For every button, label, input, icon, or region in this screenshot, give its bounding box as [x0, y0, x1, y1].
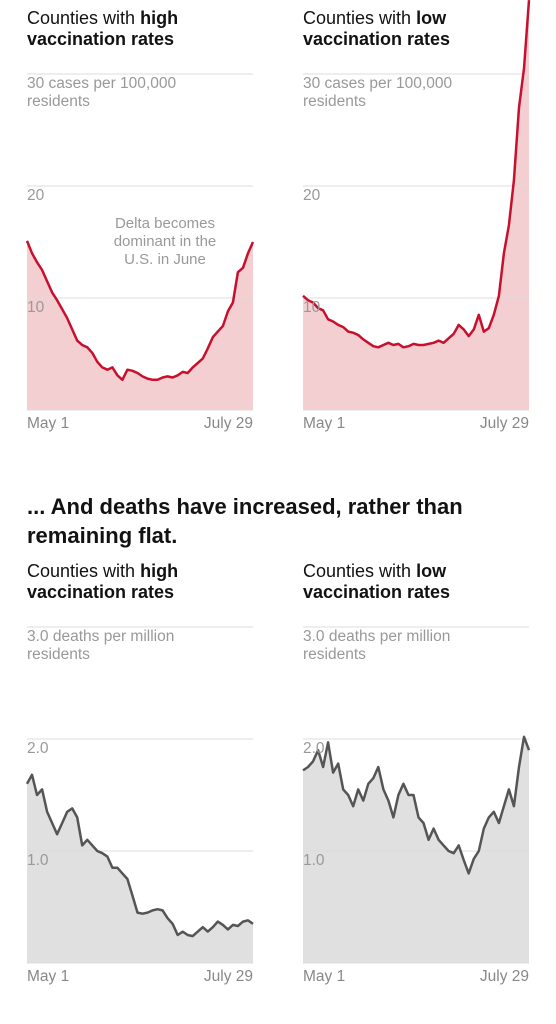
- y-tick-label: 20: [27, 187, 45, 204]
- title-text: Counties with: [303, 8, 412, 28]
- y-tick-label: 30 cases per 100,000 residents: [303, 75, 453, 110]
- title-text: Counties with: [303, 561, 412, 581]
- y-tick-label: 2.0: [27, 740, 49, 757]
- line: [302, 0, 531, 349]
- annotation: Delta becomes dominant in the U.S. in Ju…: [113, 215, 217, 268]
- y-tick-label: 1.0: [27, 852, 49, 869]
- line: [25, 773, 254, 938]
- chart-title: Counties with high vaccination rates: [27, 8, 207, 50]
- y-tick-label: 1.0: [303, 852, 325, 869]
- title-text: Counties with: [27, 8, 136, 28]
- line: [25, 240, 255, 382]
- title-emphasis: high vaccination rates: [27, 561, 179, 602]
- title-emphasis: low vaccination rates: [303, 8, 451, 49]
- x-tick-label: July 29: [479, 415, 529, 432]
- chart-title: Counties with high vaccination rates: [27, 561, 207, 603]
- section-heading: ... And deaths have increased, rather th…: [27, 494, 463, 548]
- y-tick-label: 10: [27, 299, 45, 316]
- x-tick-label: July 29: [479, 968, 529, 985]
- line: [302, 735, 531, 875]
- y-tick-label: 10: [303, 299, 321, 316]
- title-emphasis: low vaccination rates: [303, 561, 451, 602]
- title-text: Counties with: [27, 561, 136, 581]
- x-tick-label: July 29: [203, 968, 253, 985]
- area-fill: [27, 240, 253, 410]
- y-tick-label: 30 cases per 100,000 residents: [27, 75, 177, 110]
- y-tick-label: 3.0 deaths per million residents: [27, 628, 175, 663]
- x-tick-label: May 1: [303, 968, 346, 985]
- area-fill: [27, 774, 253, 963]
- x-tick-label: May 1: [27, 968, 70, 985]
- title-emphasis: high vaccination rates: [27, 8, 179, 49]
- area-fill: [303, 736, 529, 963]
- y-tick-label: 3.0 deaths per million residents: [303, 628, 451, 663]
- chart-title: Counties with low vaccination rates: [303, 561, 483, 603]
- x-tick-label: May 1: [303, 415, 346, 432]
- x-tick-label: July 29: [203, 415, 253, 432]
- area-fill: [303, 0, 529, 410]
- x-tick-label: May 1: [27, 415, 70, 432]
- chart-title: Counties with low vaccination rates: [303, 8, 483, 50]
- y-tick-label: 20: [303, 187, 321, 204]
- y-tick-label: 2.0: [303, 740, 325, 757]
